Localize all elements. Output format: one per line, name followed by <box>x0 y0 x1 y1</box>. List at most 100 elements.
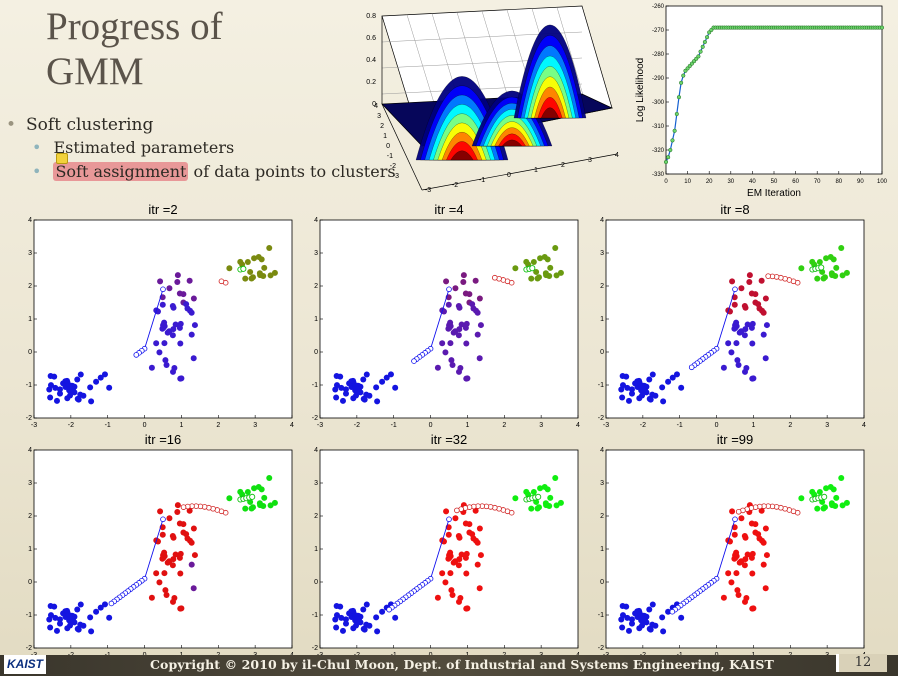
data-point <box>659 614 666 621</box>
z-tick-label: 0 <box>372 101 376 108</box>
data-point <box>353 622 360 629</box>
data-point <box>814 505 821 512</box>
mean-marker-green <box>240 265 247 272</box>
data-point <box>762 295 769 302</box>
data-point <box>66 385 73 392</box>
data-point <box>188 539 195 546</box>
ll-y-tick-label: -270 <box>652 28 665 34</box>
data-point <box>190 525 197 532</box>
panel-x-tick-label: 1 <box>465 422 469 429</box>
data-point <box>443 508 450 515</box>
panel-x-tick-label: 4 <box>576 422 580 429</box>
data-point <box>379 608 386 615</box>
panel-y-tick-label: 0 <box>28 349 32 356</box>
data-point <box>647 626 654 633</box>
y-tick-label: 4 <box>374 103 378 110</box>
data-point <box>374 398 381 405</box>
panel-y-tick-label: 4 <box>600 447 604 454</box>
data-point <box>350 377 357 384</box>
data-point <box>624 384 631 391</box>
data-point <box>798 495 805 502</box>
ll-y-tick-label: -280 <box>652 52 665 58</box>
data-point <box>267 502 274 509</box>
panel-title: itr =8 <box>720 202 749 217</box>
data-point <box>442 579 449 586</box>
data-point <box>734 357 741 364</box>
ll-x-tick-label: 0 <box>664 179 668 185</box>
data-point <box>249 504 256 511</box>
data-point <box>170 304 177 311</box>
data-point <box>625 397 632 404</box>
data-point <box>636 377 643 384</box>
data-point <box>646 606 653 613</box>
data-point <box>190 585 197 592</box>
data-point <box>93 378 100 385</box>
panel-x-tick-label: 2 <box>216 422 220 429</box>
data-point <box>542 500 549 507</box>
data-point <box>552 474 559 481</box>
data-point <box>226 495 233 502</box>
data-point <box>731 301 738 308</box>
data-point <box>628 620 635 627</box>
panel-title: itr =99 <box>717 432 754 447</box>
data-point <box>652 622 659 629</box>
data-point <box>80 392 87 399</box>
panel-y-tick-label: 0 <box>314 349 318 356</box>
data-point <box>736 329 743 336</box>
data-point <box>476 585 483 592</box>
ll-x-tick-label: 10 <box>684 179 691 185</box>
data-point <box>180 521 187 528</box>
data-point <box>160 324 167 331</box>
data-point <box>244 259 251 266</box>
panel-x-tick-label: 0 <box>143 422 147 429</box>
data-point <box>618 616 625 623</box>
data-point <box>736 559 743 566</box>
data-point <box>827 253 834 260</box>
data-point <box>366 622 373 629</box>
data-point <box>174 502 181 509</box>
comment-note-icon[interactable] <box>56 153 68 164</box>
ll-marker <box>879 25 885 30</box>
data-point <box>744 551 751 558</box>
data-point <box>639 622 646 629</box>
data-point <box>75 396 82 403</box>
surface-peak-3 <box>513 25 587 119</box>
ll-marker <box>700 44 705 49</box>
slide-title: Progress of GMM <box>46 4 223 94</box>
data-point <box>342 386 349 393</box>
panel-y-tick-label: -1 <box>26 382 32 389</box>
data-point <box>374 628 381 635</box>
data-point <box>156 349 163 356</box>
data-point <box>466 291 473 298</box>
panel-y-tick-label: 0 <box>28 579 32 586</box>
ll-x-tick-label: 50 <box>771 179 778 185</box>
data-point <box>673 371 680 378</box>
panel-y-tick-label: -1 <box>598 612 604 619</box>
x-tick-label: -3 <box>425 187 431 194</box>
data-point <box>387 371 394 378</box>
ll-x-tick-label: 70 <box>814 179 821 185</box>
data-point <box>361 626 368 633</box>
surface-contour-band <box>541 107 559 119</box>
data-point <box>363 371 370 378</box>
mean-marker-blue <box>133 352 140 358</box>
data-point <box>763 552 770 559</box>
data-point <box>750 605 757 612</box>
data-point <box>741 368 748 375</box>
data-point <box>625 627 632 634</box>
data-point <box>339 627 346 634</box>
panel-y-tick-label: 3 <box>600 480 604 487</box>
data-point <box>628 616 635 623</box>
data-point <box>74 376 81 383</box>
footer-bar <box>0 655 898 676</box>
panel-y-tick-label: -2 <box>598 645 604 652</box>
data-point <box>760 309 767 316</box>
data-point <box>226 265 233 272</box>
surface-contour-band <box>501 139 523 147</box>
panel-x-tick-label: -3 <box>317 422 323 429</box>
data-point <box>748 554 755 561</box>
ll-x-tick-label: 60 <box>792 179 799 185</box>
copyright-text: Copyright © 2010 by il-Chul Moon, Dept. … <box>150 657 774 672</box>
data-point <box>184 305 191 312</box>
